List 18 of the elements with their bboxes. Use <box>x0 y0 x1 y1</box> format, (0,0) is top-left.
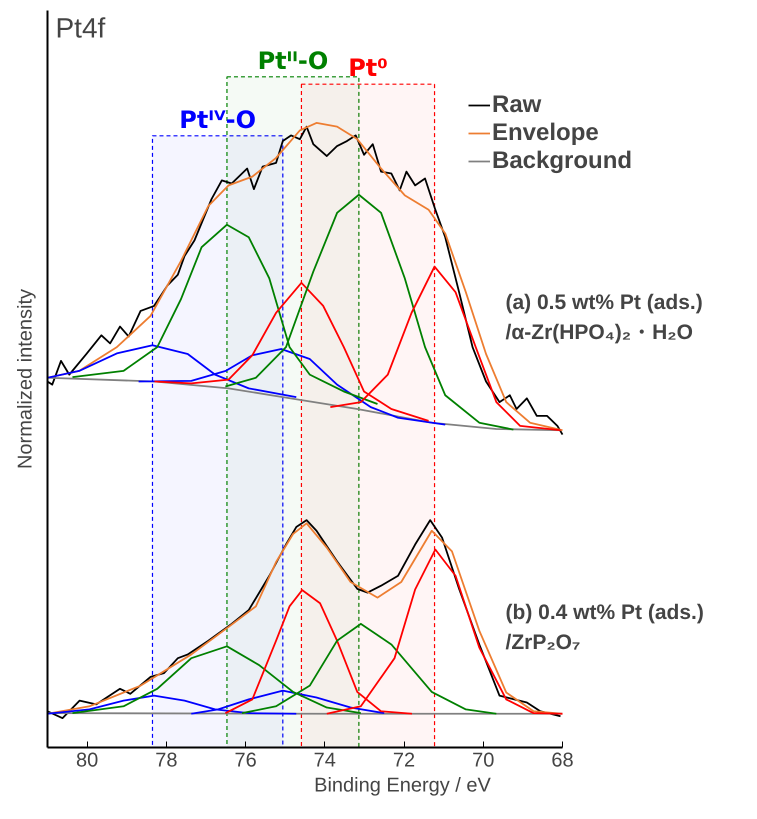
x-tick-label: 68 <box>551 750 574 772</box>
legend-label: Envelope <box>492 119 599 147</box>
x-tick-label: 78 <box>155 750 178 772</box>
chart-title: Pt4f <box>56 12 106 44</box>
x-tick-label: 74 <box>314 750 336 772</box>
band-label: Ptᴵᴵ-O <box>258 46 328 75</box>
x-tick-label: 72 <box>392 750 416 772</box>
band-label: Pt⁰ <box>348 54 388 82</box>
legend-label: Background <box>492 147 632 175</box>
x-tick-label: 76 <box>234 750 257 772</box>
legend-label: Raw <box>492 91 542 119</box>
x-tick-label: 70 <box>472 750 494 772</box>
band-label: Ptᴵⱽ-O <box>179 106 256 134</box>
annotation: (a) 0.5 wt% Pt (ads.) /α-Zr(HPO₄)₂・H₂O <box>506 291 703 344</box>
x-tick-label: 80 <box>76 750 98 772</box>
x-axis-title: Binding Energy / eV <box>314 774 492 796</box>
y-axis-title: Normalized intensity <box>14 288 36 470</box>
annotation: (b) 0.4 wt% Pt (ads.) /ZrP₂O₇ <box>506 601 704 654</box>
